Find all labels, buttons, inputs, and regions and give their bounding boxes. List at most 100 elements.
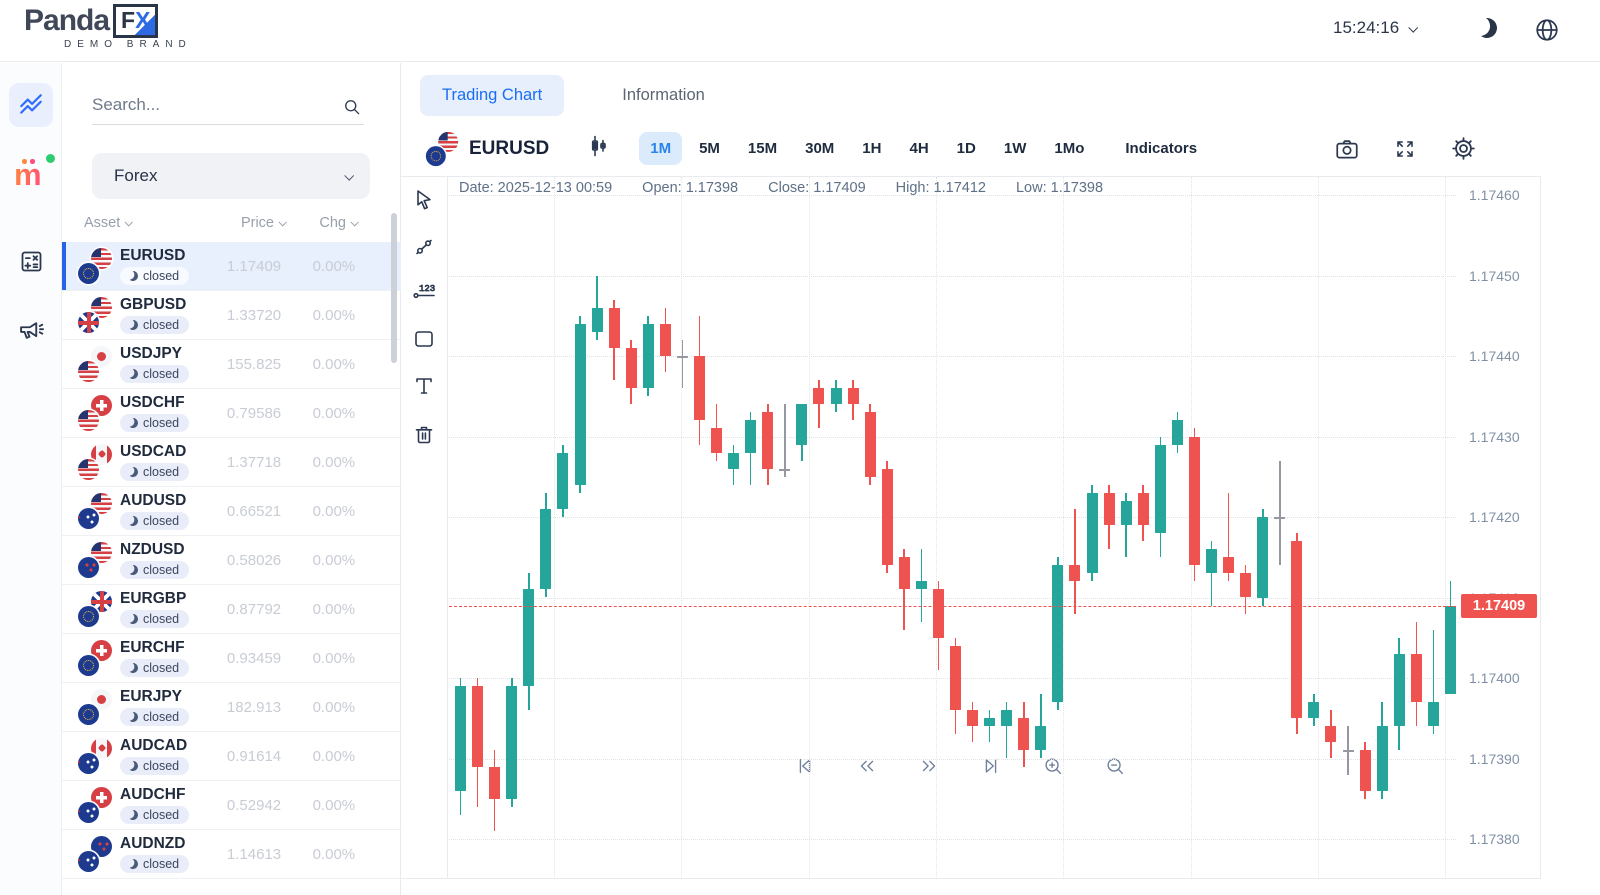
asset-row-nzdusd[interactable]: NZDUSD closed 0.58026 0.00% <box>62 536 401 585</box>
timeframe-1mo[interactable]: 1Mo <box>1054 140 1085 157</box>
column-asset[interactable]: Asset <box>84 215 193 231</box>
info-low: Low: 1.17398 <box>1015 180 1104 196</box>
asset-row-gbpusd[interactable]: GBPUSD closed 1.33720 0.00% <box>62 291 401 340</box>
search-icon[interactable] <box>342 97 362 117</box>
step-back-button[interactable] <box>856 755 878 777</box>
timeframe-1h[interactable]: 1H <box>862 140 882 157</box>
asset-row-usdcad[interactable]: USDCAD closed 1.37718 0.00% <box>62 438 401 487</box>
candle-body <box>540 508 552 590</box>
h-gridline <box>449 839 1456 840</box>
asset-row-eurgbp[interactable]: EURGBP closed 0.87792 0.00% <box>62 585 401 634</box>
candle-wick <box>818 380 820 429</box>
candle-body <box>847 388 859 405</box>
candle-body <box>1325 726 1337 743</box>
delete-tool[interactable] <box>412 421 436 447</box>
price-line-tool[interactable]: 123 <box>411 281 437 305</box>
market-status-badge: closed <box>120 512 190 530</box>
timeframe-1m[interactable]: 1M <box>639 132 683 165</box>
column-price[interactable]: Price <box>193 215 287 231</box>
info-close: Close: 1.17409 <box>768 180 866 196</box>
asset-row-usdjpy[interactable]: USDJPY closed 155.825 0.00% <box>62 340 401 389</box>
rail-item-m-app[interactable]: m <box>9 154 55 199</box>
y-axis-label: 1.17380 <box>1469 831 1520 847</box>
candle-body <box>1001 710 1013 727</box>
chevron-down-icon <box>344 170 355 181</box>
candle-body <box>1206 549 1218 574</box>
globe-icon <box>1536 19 1558 41</box>
brand-logo: Panda FX DEMO BRAND <box>24 4 192 50</box>
asset-row-audnzd[interactable]: AUDNZD closed 1.14613 0.00% <box>62 830 401 879</box>
tab-trading-chart[interactable]: Trading Chart <box>420 75 565 116</box>
asset-row-audusd[interactable]: AUDUSD closed 0.66521 0.00% <box>62 487 401 536</box>
indicators-button[interactable]: Indicators <box>1125 140 1198 157</box>
watchlist-scrollbar[interactable] <box>391 213 397 363</box>
camera-icon <box>1336 139 1358 159</box>
skip-to-end-button[interactable] <box>980 755 1002 777</box>
dark-mode-toggle[interactable] <box>1477 18 1499 40</box>
search-input[interactable] <box>92 89 322 115</box>
asset-row-eurjpy[interactable]: EURJPY closed 182.913 0.00% <box>62 683 401 732</box>
flag-usd-icon <box>78 410 99 431</box>
candle-wick <box>1005 702 1008 759</box>
calculator-icon <box>21 251 41 271</box>
chart-toolbar: EURUSD 1M 5M 15M 30M 1H 4H 1D 1W 1Mo Indicators <box>401 121 1541 177</box>
screenshot-button[interactable] <box>1334 136 1360 162</box>
flag-usd-icon <box>78 459 99 480</box>
cursor-tool[interactable] <box>412 187 436 213</box>
asset-symbol: AUDUSD <box>120 492 187 509</box>
timeframe-15m[interactable]: 15M <box>747 140 778 157</box>
asset-row-usdchf[interactable]: USDCHF closed 0.79586 0.00% <box>62 389 401 438</box>
timeframe-5m[interactable]: 5M <box>699 140 720 157</box>
rectangle-tool[interactable] <box>412 327 436 351</box>
tab-information[interactable]: Information <box>622 86 705 104</box>
asset-change: 0.00% <box>312 306 356 324</box>
language-selector[interactable] <box>1534 17 1560 48</box>
text-tool[interactable] <box>412 373 436 399</box>
timeframe-1w[interactable]: 1W <box>1003 140 1027 157</box>
candle-body <box>625 347 637 389</box>
candle-body <box>693 356 705 421</box>
price-axis[interactable]: 1.17460 1.17450 1.17440 1.17430 1.17420 1.174… <box>1456 177 1541 879</box>
column-chg[interactable]: Chg <box>285 215 359 231</box>
timeframe-1d[interactable]: 1D <box>956 140 976 157</box>
trend-line-tool[interactable] <box>412 235 436 259</box>
flag-aud-icon <box>78 508 99 529</box>
candle-wick <box>681 339 684 389</box>
h-gridline <box>449 356 1456 357</box>
candle-body <box>864 412 876 477</box>
candle-wick <box>988 710 991 743</box>
y-axis-label: 1.17430 <box>1469 428 1520 445</box>
candle-body <box>1137 492 1149 526</box>
flag-aud-icon <box>78 802 99 823</box>
symbol-flags-icon <box>425 131 459 166</box>
candle-body <box>967 710 979 727</box>
asset-row-audchf[interactable]: AUDCHF closed 0.52942 0.00% <box>62 781 401 830</box>
rail-item-announcements[interactable] <box>9 307 53 351</box>
sort-chevron-icon <box>350 218 359 227</box>
candlestick-plot[interactable]: Date: 2025-12-13 00:59 Open: 1.17398 Clo… <box>449 177 1456 879</box>
flag-jpy-icon <box>91 346 112 367</box>
candle-body <box>676 356 688 358</box>
timeframe-30m[interactable]: 30M <box>805 140 835 157</box>
category-select[interactable]: Forex <box>92 153 370 199</box>
rail-item-markets[interactable] <box>9 83 53 127</box>
flag-usd-icon <box>438 131 459 152</box>
v-gridline <box>1063 177 1064 879</box>
step-forward-button[interactable] <box>918 755 940 777</box>
timeframe-4h[interactable]: 4H <box>909 140 929 157</box>
chart-type-button[interactable] <box>587 133 611 164</box>
fullscreen-button[interactable] <box>1393 137 1417 161</box>
v-gridline <box>936 177 937 879</box>
info-open: Open: 1.17398 <box>642 180 739 196</box>
asset-row-eurusd[interactable]: EURUSD closed 1.17409 0.00% <box>62 242 401 291</box>
asset-symbol: EURGBP <box>120 590 187 607</box>
chart-settings-button[interactable] <box>1450 135 1477 162</box>
top-bar: Panda FX DEMO BRAND 15:24:16 <box>0 0 1600 62</box>
rail-item-calculator[interactable] <box>9 239 53 283</box>
market-status-badge: closed <box>120 757 190 775</box>
asset-symbol: EURCHF <box>120 639 185 656</box>
symbol-display[interactable]: EURUSD <box>425 131 549 167</box>
server-clock-dropdown[interactable]: 15:24:16 <box>1333 18 1419 38</box>
asset-row-audcad[interactable]: AUDCAD closed 0.91614 0.00% <box>62 732 401 781</box>
asset-row-eurchf[interactable]: EURCHF closed 0.93459 0.00% <box>62 634 401 683</box>
